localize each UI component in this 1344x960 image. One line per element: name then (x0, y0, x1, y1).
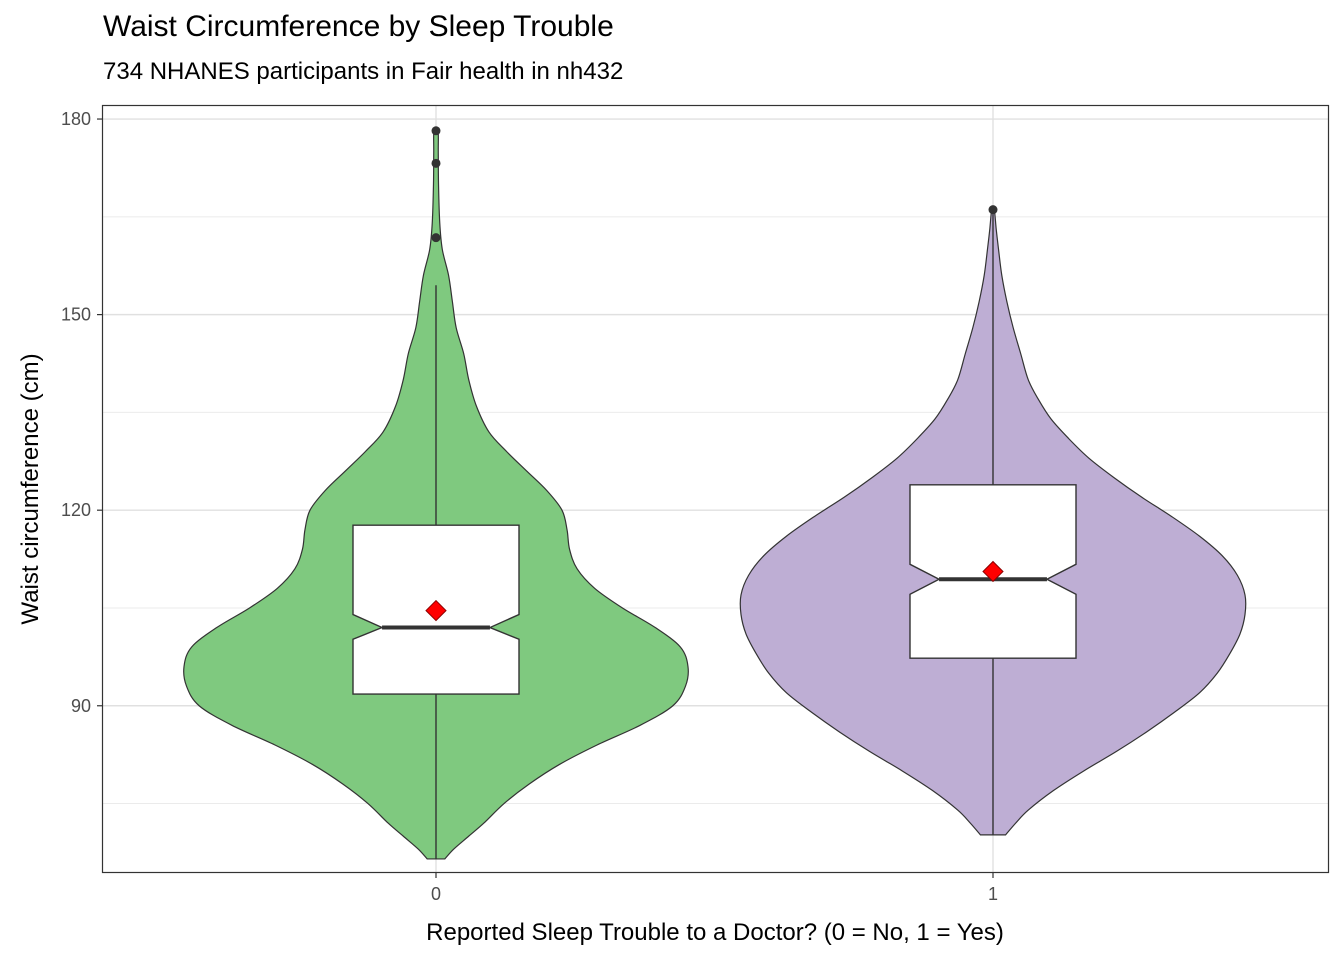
y-tick-label: 90 (71, 696, 91, 716)
outlier-point (431, 158, 441, 168)
panel-border (101, 104, 1330, 874)
x-tick-label: 1 (988, 884, 998, 904)
y-tick-label: 120 (61, 500, 91, 520)
chart-subtitle: 734 NHANES participants in Fair health i… (103, 58, 624, 85)
y-tick-label: 150 (61, 305, 91, 325)
outlier-point (431, 126, 441, 136)
mean-marker-0 (425, 599, 447, 622)
mean-marker-1 (982, 560, 1004, 583)
violin-layer (183, 127, 1247, 860)
y-tick-label: 180 (61, 109, 91, 129)
y-axis-title: Waist circumference (cm) (17, 353, 44, 624)
point-layer (425, 126, 1004, 622)
outlier-point (431, 233, 441, 243)
x-axis-title: Reported Sleep Trouble to a Doctor? (0 =… (426, 919, 1004, 946)
grid-layer (103, 106, 1328, 872)
x-tick-label: 0 (431, 884, 441, 904)
axis-layer: 90 120 150 180 0 1 (61, 109, 998, 904)
chart-title: Waist Circumference by Sleep Trouble (103, 10, 614, 43)
outlier-point (988, 205, 998, 215)
